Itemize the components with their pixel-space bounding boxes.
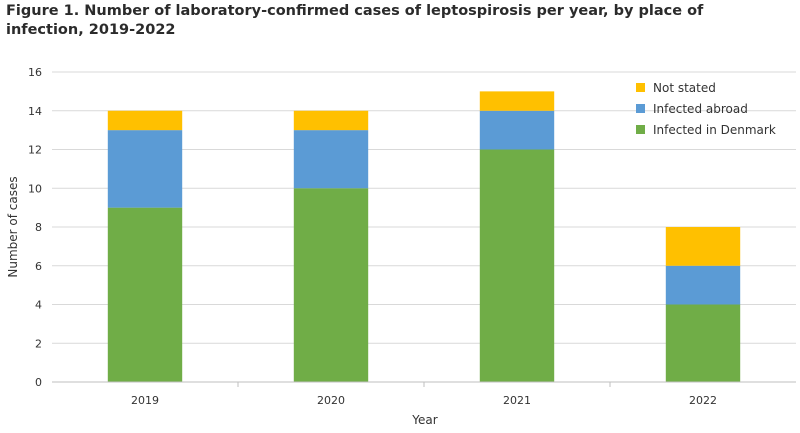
x-tick-label: 2020 — [317, 394, 345, 407]
legend-label: Infected in Denmark — [653, 123, 776, 137]
axes: 0 2 4 6 8 10 12 14 16 2019 2020 2021 2022 — [28, 66, 796, 407]
y-tick-label: 0 — [35, 376, 42, 389]
bar-segment — [665, 265, 741, 305]
y-tick-label: 12 — [28, 144, 42, 157]
x-tick-label: 2021 — [503, 394, 531, 407]
chart-title: Figure 1. Number of laboratory-confirmed… — [6, 3, 704, 38]
legend: Not stated Infected abroad Infected in Den… — [636, 81, 776, 137]
bar-segment — [479, 149, 555, 382]
legend-swatch — [636, 104, 645, 113]
legend-label: Not stated — [653, 81, 716, 95]
bar-segment — [107, 130, 183, 208]
y-tick-label: 6 — [35, 260, 42, 273]
y-tick-label: 8 — [35, 221, 42, 234]
bar-segment — [293, 130, 369, 189]
legend-swatch — [636, 83, 645, 92]
bar-segment — [107, 207, 183, 382]
y-axis-label: Number of cases — [6, 176, 20, 277]
x-tick-label: 2022 — [689, 394, 717, 407]
bar-segment — [665, 227, 741, 266]
y-tick-label: 2 — [35, 337, 42, 350]
bar-segment — [107, 110, 183, 131]
y-tick-label: 10 — [28, 182, 42, 195]
legend-swatch — [636, 125, 645, 134]
x-tick-label: 2019 — [131, 394, 159, 407]
bars — [107, 91, 741, 382]
bar-segment — [665, 304, 741, 382]
x-axis-label: Year — [411, 413, 437, 427]
bar-segment — [293, 188, 369, 382]
y-tick-label: 4 — [35, 299, 42, 312]
y-tick-label: 14 — [28, 105, 42, 118]
legend-label: Infected abroad — [653, 102, 748, 116]
y-tick-label: 16 — [28, 66, 42, 79]
bar-segment — [479, 110, 555, 150]
bar-segment — [479, 91, 555, 111]
bar-segment — [293, 110, 369, 131]
